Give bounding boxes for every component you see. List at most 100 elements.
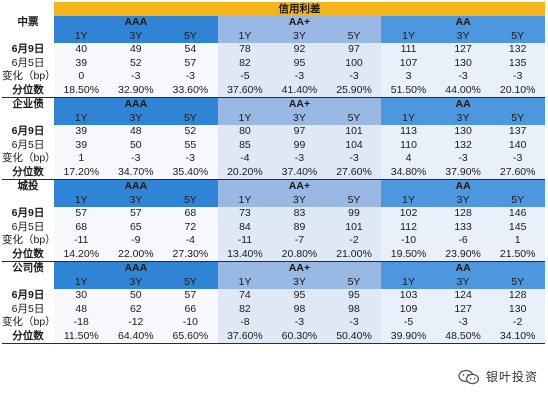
- data-row: 6月5日 48 62 66 82 98 98 109 127 130: [2, 302, 545, 316]
- grade-header-row: 城投 AAA AA+ AA: [2, 179, 545, 193]
- value-cell: 39: [54, 56, 109, 70]
- value-cell: -6: [435, 233, 491, 247]
- row-label: 6月9日: [11, 289, 45, 302]
- value-cell: 52: [163, 124, 218, 138]
- grade-header: AA+: [217, 97, 382, 111]
- value-cell: 72: [163, 220, 218, 234]
- tenor-header: 5Y: [326, 29, 382, 43]
- value-cell: 110: [381, 138, 436, 152]
- value-cell: 25.90%: [326, 83, 382, 98]
- value-cell: 32.90%: [108, 83, 164, 98]
- value-cell: 41.40%: [272, 83, 327, 98]
- grade-header-row: 公司债 AAA AA+ AA: [2, 261, 545, 275]
- value-cell: 127: [435, 42, 491, 56]
- tenor-header: 3Y: [435, 111, 491, 125]
- data-row: 6月5日 39 52 57 82 95 100 107 130 135: [2, 56, 545, 70]
- row-label: 6月5日: [11, 220, 45, 233]
- tenor-header: 1Y: [217, 111, 273, 125]
- value-cell: 50: [108, 288, 164, 302]
- grade-header: AA: [381, 261, 545, 275]
- value-cell: 80: [217, 124, 273, 138]
- data-row: 分位数 14.20% 22.00% 27.30% 13.40% 20.80% 21.00% 1…: [2, 247, 545, 262]
- title-blank-cell: [2, 2, 54, 16]
- tenor-header: 5Y: [490, 193, 545, 207]
- value-cell: 83: [272, 206, 327, 220]
- tenor-header: 5Y: [490, 111, 545, 125]
- value-cell: 130: [435, 124, 491, 138]
- tenor-header: 3Y: [108, 29, 164, 43]
- value-cell: 17.20%: [54, 165, 109, 180]
- value-cell: 21.50%: [490, 247, 545, 262]
- value-cell: 1: [54, 151, 109, 165]
- tenor-header: 3Y: [108, 193, 164, 207]
- value-cell: 66: [163, 302, 218, 316]
- grade-header: AA: [381, 179, 545, 193]
- grade-header: AA+: [217, 179, 382, 193]
- row-label: 6月9日: [11, 43, 45, 56]
- value-cell: 84: [217, 220, 273, 234]
- value-cell: 78: [217, 42, 273, 56]
- tenor-header-row: 1Y 3Y 5Y 1Y 3Y 5Y 1Y 3Y 5Y: [2, 29, 545, 43]
- tenor-header: 3Y: [435, 29, 491, 43]
- value-cell: -3: [272, 315, 327, 329]
- value-cell: 37.40%: [272, 165, 327, 180]
- tenor-header: 1Y: [54, 275, 109, 289]
- data-row: 6月9日 40 49 54 78 92 97 111 127 132: [2, 42, 545, 56]
- value-cell: 128: [490, 288, 545, 302]
- data-row: 6月5日 68 65 72 84 89 101 112 133 145: [2, 220, 545, 234]
- value-cell: 48: [54, 302, 109, 316]
- row-label: 6月5日: [11, 302, 45, 315]
- data-row: 变化（bp） 1 -3 -3 -4 -3 -3 4 -3 -3: [2, 151, 545, 165]
- value-cell: 1: [490, 233, 545, 247]
- value-cell: -5: [381, 315, 436, 329]
- value-cell: 92: [272, 42, 327, 56]
- value-cell: 50.40%: [326, 329, 382, 344]
- row-label: 6月9日: [11, 125, 45, 138]
- value-cell: 109: [381, 302, 436, 316]
- value-cell: 14.20%: [54, 247, 109, 262]
- value-cell: -11: [54, 233, 109, 247]
- value-cell: -7: [272, 233, 327, 247]
- tenor-header: 5Y: [163, 111, 218, 125]
- tenor-header: 1Y: [54, 111, 109, 125]
- value-cell: 97: [272, 124, 327, 138]
- value-cell: 44.00%: [435, 83, 491, 98]
- value-cell: 113: [381, 124, 436, 138]
- tenor-header: 1Y: [54, 193, 109, 207]
- data-row: 6月9日 30 50 57 74 95 95 103 124 128: [2, 288, 545, 302]
- value-cell: -10: [163, 315, 218, 329]
- value-cell: 27.60%: [326, 165, 382, 180]
- value-cell: 34.80%: [381, 165, 436, 180]
- tenor-header: 5Y: [326, 111, 382, 125]
- value-cell: 97: [326, 42, 382, 56]
- title-row: 信用利差: [2, 2, 545, 16]
- value-cell: 89: [272, 220, 327, 234]
- value-cell: 101: [326, 220, 382, 234]
- value-cell: 95: [326, 288, 382, 302]
- value-cell: 130: [435, 56, 491, 70]
- block-name: 公司债: [12, 262, 44, 275]
- data-row: 6月9日 39 48 52 80 97 101 113 130 137: [2, 124, 545, 138]
- data-row: 变化（bp） -11 -9 -4 -11 -7 -2 -10 -6 1: [2, 233, 545, 247]
- value-cell: 124: [435, 288, 491, 302]
- value-cell: -3: [326, 151, 382, 165]
- value-cell: 112: [381, 220, 436, 234]
- value-cell: 27.60%: [490, 165, 545, 180]
- value-cell: 27.30%: [163, 247, 218, 262]
- grade-header: AAA: [54, 261, 218, 275]
- grade-header: AAA: [54, 179, 218, 193]
- tenor-header-row: 1Y 3Y 5Y 1Y 3Y 5Y 1Y 3Y 5Y: [2, 193, 545, 207]
- row-label: 变化（bp）: [2, 316, 54, 329]
- tenor-header: 3Y: [272, 193, 327, 207]
- value-cell: 133: [435, 220, 491, 234]
- data-row: 分位数 11.50% 64.40% 65.60% 37.60% 60.30% 50.40% 3…: [2, 329, 545, 344]
- block-name: 企业债: [12, 98, 44, 111]
- value-cell: -2: [490, 315, 545, 329]
- value-cell: -18: [54, 315, 109, 329]
- value-cell: -9: [108, 233, 164, 247]
- tenor-header: 3Y: [435, 275, 491, 289]
- value-cell: 23.90%: [435, 247, 491, 262]
- value-cell: 33.60%: [163, 83, 218, 98]
- value-cell: -3: [272, 151, 327, 165]
- value-cell: 82: [217, 302, 273, 316]
